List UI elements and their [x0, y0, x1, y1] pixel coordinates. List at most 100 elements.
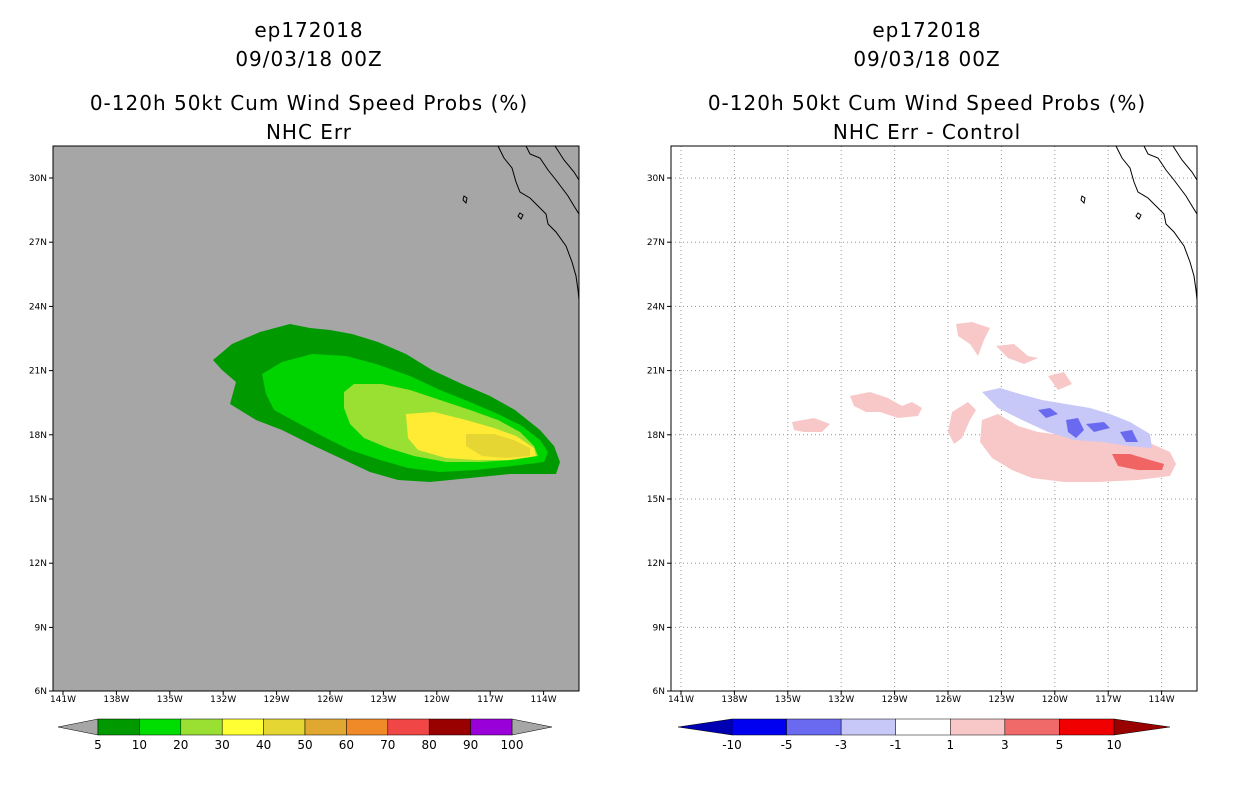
left-lon-label: 138W: [103, 695, 129, 705]
coastline-gulf: [525, 145, 580, 215]
right-lat-label: 27N: [647, 238, 665, 248]
left-colorbar-swatch: [428, 718, 471, 736]
left-lon-label: 126W: [317, 695, 343, 705]
right-lat-label: 9N: [653, 623, 665, 633]
left-colorbar-high-end: [511, 718, 553, 736]
left-colorbar-label: 70: [380, 738, 395, 752]
right-colorbar-label: -10: [722, 738, 742, 752]
left-lon-label: 129W: [264, 695, 290, 705]
left-colorbar-label: 10: [132, 738, 147, 752]
island-cedros: [1135, 212, 1142, 220]
left-colorbar-label: 50: [297, 738, 312, 752]
diff-contour-pos-4: [850, 392, 922, 418]
left-colorbar-swatch: [139, 718, 182, 736]
left-colorbar-label: 60: [339, 738, 354, 752]
left-colorbar-label: 5: [94, 738, 102, 752]
right-colorbar-high-end: [1113, 718, 1171, 736]
right-lon-label: 126W: [935, 695, 961, 705]
right-lon-label: 129W: [882, 695, 908, 705]
diff-contour-neg-4: [1086, 422, 1110, 432]
right-colorbar-low-end: [677, 718, 733, 736]
diff-contour-pos-1: [956, 322, 990, 356]
right-lon-label: 114W: [1149, 695, 1175, 705]
right-storm-id: ep172018: [872, 18, 982, 42]
diff-contour-neg-3: [1066, 418, 1084, 438]
diff-contour-neg-5: [1120, 430, 1138, 442]
left-lat-label: 15N: [29, 495, 47, 505]
right-colorbar-swatch: [786, 718, 842, 736]
right-colorbar-label: -5: [781, 738, 793, 752]
coastline-mainland: [554, 145, 580, 181]
left-coastline: [462, 145, 580, 301]
left-colorbar-label: 20: [173, 738, 188, 752]
right-colorbar-label: 1: [946, 738, 954, 752]
right-lat-label: 18N: [647, 431, 665, 441]
diff-contour-pos-5: [792, 418, 830, 432]
right-colorbar-swatch: [950, 718, 1006, 736]
left-colorbar-swatch: [221, 718, 264, 736]
left-map-frame: [52, 145, 580, 692]
right-lat-label: 6N: [653, 687, 665, 697]
left-product-title: 0-120h 50kt Cum Wind Speed Probs (%): [89, 91, 529, 115]
right-colorbar: -10 -5 -3 -1 1 3 5 10: [677, 718, 1171, 752]
left-storm-id: ep172018: [254, 18, 364, 42]
left-colorbar-label: 90: [463, 738, 478, 752]
left-datetime: 09/03/18 00Z: [235, 47, 383, 71]
left-colorbar-swatch: [304, 718, 347, 736]
coastline-gulf: [1143, 145, 1198, 215]
left-lon-label: 117W: [477, 695, 503, 705]
right-lon-label: 135W: [775, 695, 801, 705]
left-lat-label: 30N: [29, 174, 47, 184]
left-colorbar-swatch: [97, 718, 140, 736]
right-colorbar-label: 10: [1106, 738, 1121, 752]
left-lon-label: 114W: [531, 695, 557, 705]
right-coastline: [1080, 145, 1198, 301]
island-cedros: [517, 212, 524, 220]
left-lat-label: 12N: [29, 559, 47, 569]
left-colorbar-swatch: [470, 718, 513, 736]
right-lon-label: 138W: [721, 695, 747, 705]
left-lon-label: 132W: [210, 695, 236, 705]
right-map-frame: [670, 145, 1198, 692]
left-colorbar-swatch: [387, 718, 430, 736]
right-colorbar-swatch: [731, 718, 787, 736]
diff-contour-pos-6: [948, 402, 976, 444]
left-colorbar-swatch: [180, 718, 223, 736]
right-lon-label: 120W: [1042, 695, 1068, 705]
left-lat-label: 24N: [29, 302, 47, 312]
right-panel: ep172018 09/03/18 00Z 0-120h 50kt Cum Wi…: [618, 0, 1236, 800]
right-datetime: 09/03/18 00Z: [853, 47, 1001, 71]
right-lon-label: 117W: [1095, 695, 1121, 705]
right-colorbar-swatch: [1059, 718, 1115, 736]
diff-contour-pos-2: [996, 344, 1038, 364]
left-lat-label: 18N: [29, 431, 47, 441]
right-product-title: 0-120h 50kt Cum Wind Speed Probs (%): [707, 91, 1147, 115]
right-colorbar-label: 5: [1056, 738, 1064, 752]
right-lon-label: 123W: [988, 695, 1014, 705]
left-colorbar-label: 80: [422, 738, 437, 752]
right-colorbar-label: 3: [1001, 738, 1009, 752]
left-lat-label: 27N: [29, 238, 47, 248]
left-colorbar-swatch: [263, 718, 306, 736]
right-lat-label: 24N: [647, 302, 665, 312]
right-lon-label: 132W: [828, 695, 854, 705]
left-subtitle: NHC Err: [265, 120, 353, 144]
right-colorbar-swatch: [895, 718, 951, 736]
diff-contour-neg-1: [982, 388, 1152, 448]
island-guadalupe: [1080, 195, 1086, 205]
coastline-baja: [497, 145, 580, 301]
diff-contour-pos-8: [1112, 454, 1164, 470]
left-colorbar-low-end: [57, 718, 99, 736]
left-colorbar-label: 40: [256, 738, 271, 752]
right-colorbar-swatch: [840, 718, 896, 736]
island-guadalupe: [462, 195, 468, 205]
left-lat-label: 6N: [35, 687, 47, 697]
coastline-mainland: [1172, 145, 1198, 181]
diff-contour-neg-2: [1038, 408, 1058, 418]
left-colorbar: 5 10 20 30 40 50 60 70 80 90 100: [57, 718, 553, 752]
left-colorbar-label: 30: [215, 738, 230, 752]
diff-contour-pos-3: [1048, 372, 1072, 390]
